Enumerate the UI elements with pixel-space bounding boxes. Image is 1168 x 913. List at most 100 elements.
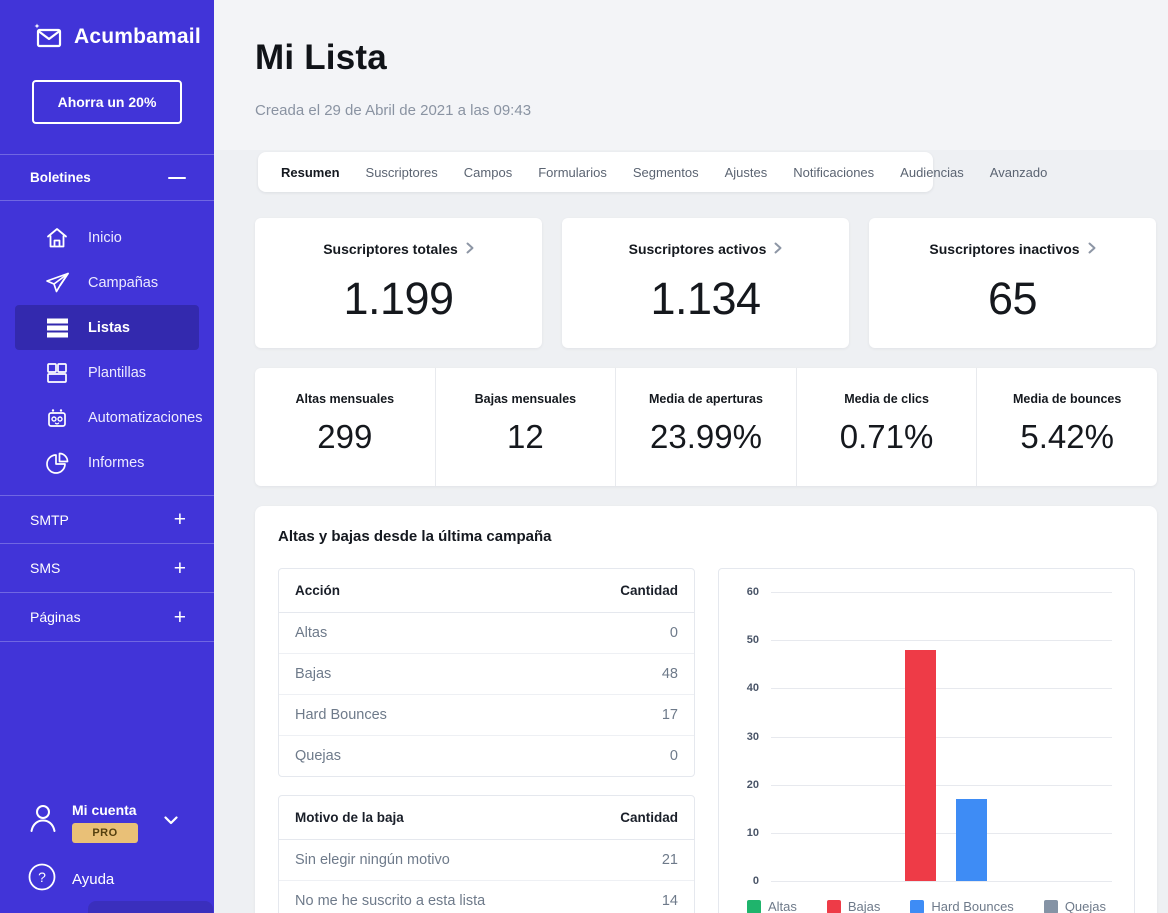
bar-bajas xyxy=(904,649,936,881)
tab-notificaciones[interactable]: Notificaciones xyxy=(793,164,875,180)
tables-column: Acción Cantidad Altas 0 Bajas 48 Hard Bounces 1… xyxy=(278,568,695,913)
bar-hard-bounces xyxy=(955,799,987,881)
legend-item[interactable]: Quejas xyxy=(1043,899,1107,913)
tab-avanzado[interactable]: Avanzado xyxy=(989,164,1048,180)
help-label: Ayuda xyxy=(72,870,115,888)
table-row: Altas 0 xyxy=(279,613,694,654)
sidebar-item-campañas[interactable]: Campañas xyxy=(0,260,214,305)
header-band xyxy=(214,0,1168,150)
sidebar-group-sms[interactable]: SMS + xyxy=(0,544,214,593)
stat-value: 23.99% xyxy=(650,418,762,455)
chevron-right-icon xyxy=(1088,241,1096,257)
tab-formularios[interactable]: Formularios xyxy=(538,164,607,180)
sidebar-item-informes[interactable]: Informes xyxy=(0,440,214,485)
legend-swatch xyxy=(1043,899,1058,913)
stat-item: Media de aperturas 23.99% xyxy=(615,368,796,486)
sidebar-item-automatizaciones[interactable]: Automatizaciones xyxy=(0,395,214,440)
sidebar-item-label: Listas xyxy=(88,319,130,336)
legend-swatch xyxy=(826,899,841,913)
home-icon xyxy=(44,226,70,250)
y-axis-tick-label: 40 xyxy=(746,682,759,695)
legend-swatch xyxy=(910,899,925,913)
sidebar-group-smtp[interactable]: SMTP + xyxy=(0,495,214,544)
sidebar: Acumbamail Ahorra un 20% Boletines Inici… xyxy=(0,0,214,913)
stat-value: 299 xyxy=(317,418,373,455)
help-menu[interactable]: ? Ayuda xyxy=(0,843,214,913)
stats-card: Altas mensuales 299 Bajas mensuales 12 Media… xyxy=(255,368,1157,486)
row-label: Bajas xyxy=(295,666,332,682)
chart-gridline xyxy=(771,784,1112,786)
row-value: 17 xyxy=(661,707,678,723)
templates-icon xyxy=(44,361,70,385)
stat-item: Media de bounces 5.42% xyxy=(976,368,1157,486)
tab-ajustes[interactable]: Ajustes xyxy=(724,164,768,180)
summary-card-title: Suscriptores inactivos xyxy=(929,241,1080,257)
summary-card-value: 1.199 xyxy=(343,273,454,324)
chart-gridline xyxy=(771,592,1112,593)
bottom-widget[interactable] xyxy=(88,901,213,913)
tab-resumen[interactable]: Resumen xyxy=(281,164,340,180)
row-label: Sin elegir ningún motivo xyxy=(295,852,450,868)
paper-plane-icon xyxy=(44,272,70,294)
collapse-minus-icon xyxy=(168,176,186,179)
stat-label: Altas mensuales xyxy=(295,392,395,406)
sidebar-item-label: Campañas xyxy=(88,274,159,291)
sidebar-item-plantillas[interactable]: Plantillas xyxy=(0,350,214,395)
legend-label: Quejas xyxy=(1064,899,1107,913)
robot-icon xyxy=(44,406,70,430)
chevron-down-icon xyxy=(164,812,178,830)
boletines-section-toggle[interactable]: Boletines xyxy=(0,154,214,201)
sidebar-item-label: Informes xyxy=(88,454,145,471)
sidebar-item-label: Inicio xyxy=(88,229,122,246)
summary-card-link[interactable]: Suscriptores totales xyxy=(323,241,474,257)
stat-item: Bajas mensuales 12 xyxy=(434,368,616,486)
pro-badge: PRO xyxy=(72,823,138,843)
brand-logo[interactable]: Acumbamail xyxy=(0,0,214,52)
account-menu[interactable]: Mi cuenta PRO xyxy=(0,784,214,843)
section-title: Altas y bajas desde la última campaña xyxy=(278,528,552,545)
sidebar-item-listas[interactable]: Listas xyxy=(15,305,199,350)
y-axis-tick-label: 10 xyxy=(746,826,759,839)
legend-label: Altas xyxy=(767,899,797,913)
y-axis-tick-label: 0 xyxy=(752,875,759,887)
tab-campos[interactable]: Campos xyxy=(463,164,513,180)
stat-item: Media de clics 0.71% xyxy=(795,368,977,486)
tab-suscriptores[interactable]: Suscriptores xyxy=(365,164,438,180)
summary-card-title: Suscriptores activos xyxy=(628,241,767,257)
y-axis-tick-label: 20 xyxy=(746,778,759,791)
table-header-cell: Cantidad xyxy=(620,583,678,598)
envelope-sparkle-icon xyxy=(30,22,64,52)
tab-bar: Resumen Suscriptores Campos Formularios Segm… xyxy=(258,152,1047,192)
row-label: Hard Bounces xyxy=(295,707,387,723)
page-title: Mi Lista xyxy=(255,38,387,77)
sidebar-group-páginas[interactable]: Páginas + xyxy=(0,593,214,642)
chart-gridline xyxy=(771,688,1112,690)
legend-item[interactable]: Hard Bounces xyxy=(910,899,1014,913)
chart-gridline xyxy=(771,832,1112,834)
sidebar-item-label: Plantillas xyxy=(88,364,147,381)
table-header-cell: Acción xyxy=(295,583,341,598)
stat-value: 0.71% xyxy=(839,418,934,455)
table-row: Sin elegir ningún motivo 21 xyxy=(279,840,694,881)
row-label: Altas xyxy=(295,625,328,641)
legend-item[interactable]: Altas xyxy=(746,899,797,913)
reasons-table: Motivo de la baja Cantidad Sin elegir ning… xyxy=(278,795,695,913)
summary-card-title: Suscriptores totales xyxy=(323,241,458,257)
summary-card: Suscriptores inactivos 65 xyxy=(869,218,1156,348)
tab-audiencias[interactable]: Audiencias xyxy=(900,164,964,180)
summary-card-link[interactable]: Suscriptores inactivos xyxy=(929,241,1096,257)
summary-card-link[interactable]: Suscriptores activos xyxy=(629,241,783,257)
sidebar-item-inicio[interactable]: Inicio xyxy=(0,215,214,260)
chart-gridline xyxy=(771,881,1112,882)
legend-item[interactable]: Bajas xyxy=(826,899,880,913)
table-row: Bajas 48 xyxy=(279,654,694,695)
sidebar-group-label: SMTP xyxy=(30,511,69,528)
pie-chart-icon xyxy=(44,451,70,475)
tab-segmentos[interactable]: Segmentos xyxy=(632,164,699,180)
promo-button[interactable]: Ahorra un 20% xyxy=(32,80,182,124)
chart-gridline xyxy=(771,640,1112,642)
stat-item: Altas mensuales 299 xyxy=(255,368,435,486)
summary-cards-row: Suscriptores totales 1.199 Suscriptores ac… xyxy=(255,218,1157,348)
row-value: 21 xyxy=(661,852,678,868)
row-label: No me he suscrito a esta lista xyxy=(295,893,486,909)
